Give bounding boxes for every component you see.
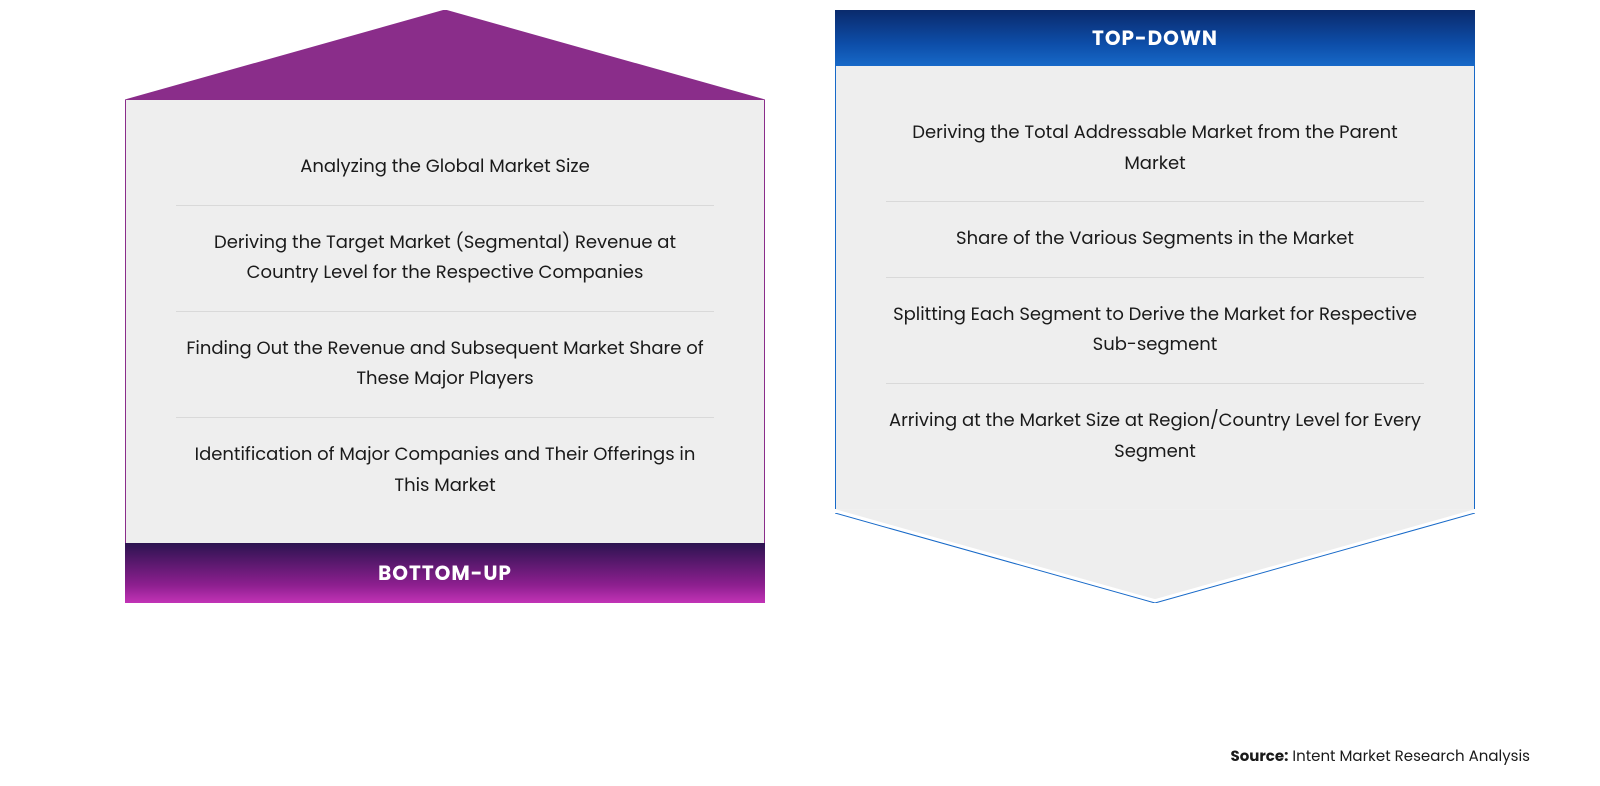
top-down-item: Arriving at the Market Size at Region/Co… [886,384,1424,489]
top-down-panel: TOP-DOWN Deriving the Total Addressable … [835,10,1475,603]
top-down-title-bar: TOP-DOWN [835,10,1475,66]
source-text: Intent Market Research Analysis [1292,746,1530,767]
top-down-arrow-tip [835,509,1475,599]
bottom-up-body: Analyzing the Global Market Size Derivin… [125,100,765,543]
bottom-up-title-bar: BOTTOM-UP [125,543,765,603]
top-down-item: Deriving the Total Addressable Market fr… [886,96,1424,202]
source-line: Source: Intent Market Research Analysis [1231,745,1531,768]
top-down-item: Splitting Each Segment to Derive the Mar… [886,278,1424,384]
top-down-item: Share of the Various Segments in the Mar… [886,202,1424,278]
diagram-wrap: Analyzing the Global Market Size Derivin… [0,0,1600,603]
bottom-up-title: BOTTOM-UP [378,558,512,588]
bottom-up-item: Analyzing the Global Market Size [176,130,714,206]
top-down-body: Deriving the Total Addressable Market fr… [835,66,1475,509]
top-down-title: TOP-DOWN [1092,23,1218,53]
bottom-up-arrow-tip [125,10,765,100]
bottom-up-panel: Analyzing the Global Market Size Derivin… [125,10,765,603]
bottom-up-item: Finding Out the Revenue and Subsequent M… [176,312,714,418]
bottom-up-item: Identification of Major Companies and Th… [176,418,714,523]
bottom-up-item: Deriving the Target Market (Segmental) R… [176,206,714,312]
source-label: Source: [1231,746,1289,767]
